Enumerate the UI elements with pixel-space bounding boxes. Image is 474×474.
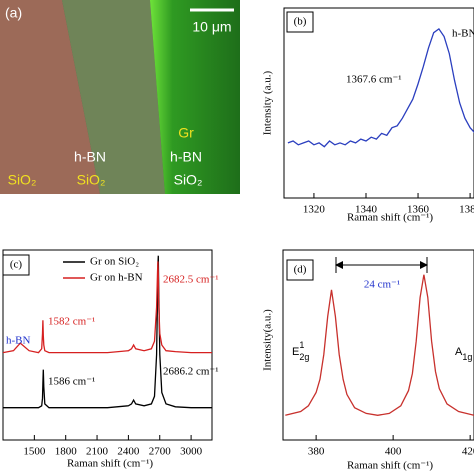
peak-sub: 2g (299, 352, 309, 362)
plot-area (287, 27, 474, 148)
peak-label: E1 2g (292, 340, 309, 362)
region-label: SiO₂ (174, 172, 203, 188)
annotation: 1586 cm⁻¹ (48, 376, 95, 388)
x-tick-label: 1340 (355, 204, 378, 216)
x-tick-label: 2100 (86, 446, 109, 458)
x-axis-label: Raman shift (cm⁻¹) (67, 458, 153, 470)
plot-area (285, 274, 474, 416)
x-tick-label: 1360 (407, 204, 430, 216)
peak-label: A1g (455, 346, 472, 362)
x-axis-label: Raman shift (cm⁻¹) (347, 212, 433, 224)
panel-label: (b) (294, 16, 307, 28)
peak-sup: 1 (299, 340, 304, 350)
axes-frame (283, 7, 474, 199)
spectrum-line (287, 27, 474, 148)
annotation: 1367.6 cm⁻¹ (346, 74, 402, 86)
x-tick-label: 2400 (117, 446, 140, 458)
axes-frame (2, 249, 213, 441)
region-label: h-BN (170, 149, 202, 165)
panel-label: (d) (294, 264, 307, 276)
y-axis-label: Intensity (a.u.) (262, 70, 274, 135)
axes-frame (282, 249, 474, 441)
annotation: h-BN (6, 335, 31, 347)
region-label: Gr (178, 125, 194, 141)
x-axis-label: Raman shift (cm⁻¹) (347, 460, 433, 472)
plot-area (3, 255, 212, 409)
x-tick-label: 400 (385, 446, 402, 458)
region-label: h-BN (74, 149, 106, 165)
x-tick-label: 1500 (23, 446, 46, 458)
y-axis-label: Intensity(a.u.) (262, 309, 274, 371)
annotation: 2682.5 cm⁻¹ (163, 274, 219, 286)
panel-label: (c) (10, 259, 23, 271)
peak-symbol: E (292, 346, 299, 358)
panel-label-box (286, 11, 314, 33)
panel-label-box (286, 259, 314, 281)
scale-label: 10 μm (192, 19, 231, 35)
annotation: h-BN (452, 28, 474, 40)
hbn-region (62, 0, 165, 194)
graphene-region (150, 0, 240, 194)
x-tick-label: 1320 (303, 204, 326, 216)
annotation: 24 cm⁻¹ (364, 279, 400, 291)
x-tick-label: 2700 (149, 446, 172, 458)
region-label: SiO₂ (77, 172, 106, 188)
x-tick-label: 420 (462, 446, 474, 458)
panel-label: (a) (5, 5, 22, 21)
legend-label: Gr on SiO₂ (90, 256, 139, 268)
peak-sub: 1g (462, 352, 472, 362)
x-tick-label: 1800 (55, 446, 78, 458)
region-label: SiO₂ (8, 172, 37, 188)
annotation: 2686.2 cm⁻¹ (163, 366, 219, 378)
panel-label-box (2, 254, 30, 276)
annotation: 1582 cm⁻¹ (48, 316, 95, 328)
spectrum-line (285, 274, 474, 416)
legend-label: Gr on h-BN (90, 272, 143, 284)
x-tick-label: 380 (308, 446, 325, 458)
sio2-region (0, 0, 100, 194)
x-tick-label: 3000 (180, 446, 203, 458)
spectrum-line (3, 261, 212, 354)
peak-symbol: A (455, 346, 463, 358)
micrograph: (a) 10 μm SiO₂ h-BN SiO₂ Gr h-BN SiO₂ (0, 0, 240, 194)
